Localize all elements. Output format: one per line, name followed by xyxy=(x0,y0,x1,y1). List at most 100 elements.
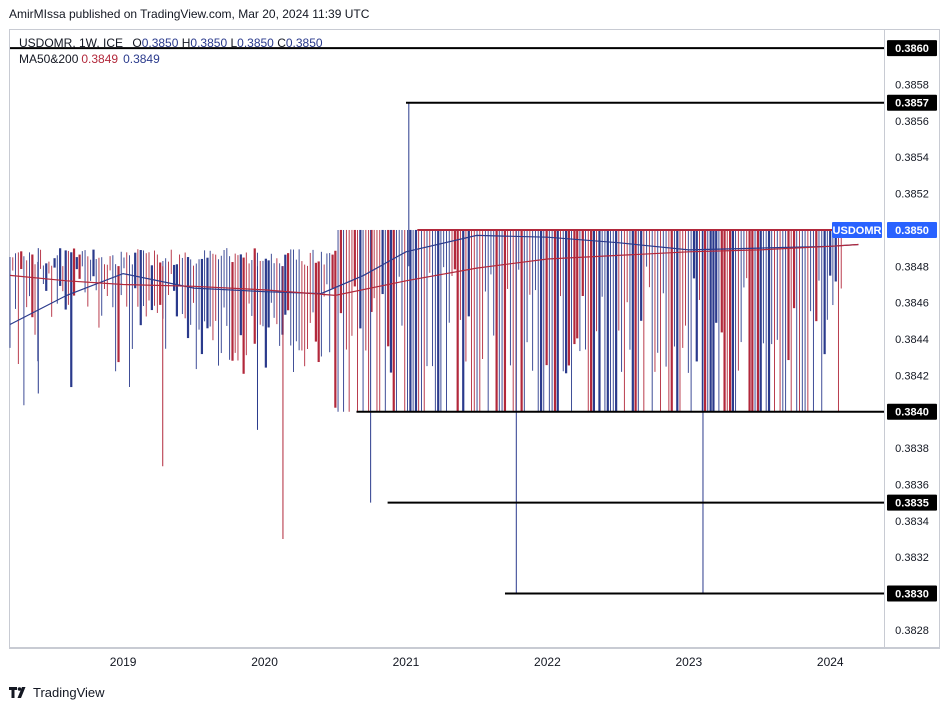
candle xyxy=(565,229,568,374)
candle xyxy=(640,229,643,321)
ohlc-legend: USDOMR, 1W, ICE O0.3850 H0.3850 L0.3850 … xyxy=(19,36,323,50)
candle xyxy=(206,257,209,329)
ma-legend[interactable]: MA50&200 0.3849 0.3849 xyxy=(19,52,160,66)
candle xyxy=(634,229,637,412)
candle xyxy=(692,229,696,279)
candle xyxy=(581,229,584,296)
candle xyxy=(723,229,726,412)
time-tick-label: 2022 xyxy=(534,655,561,669)
price-tick-label: 0.3854 xyxy=(895,152,929,164)
candle xyxy=(353,229,356,287)
high-value: 0.3850 xyxy=(190,36,228,50)
candle xyxy=(759,229,762,412)
close-label: C xyxy=(277,36,286,50)
candle xyxy=(173,264,176,291)
candle xyxy=(676,229,679,412)
price-axis: 0.3828 0.3832 0.3834 0.3836 0.3838 0.3842 0.38… xyxy=(895,80,929,637)
time-tick-label: 2020 xyxy=(251,655,278,669)
level-price-tag-label: 0.3860 xyxy=(895,43,929,55)
candle xyxy=(670,229,673,412)
time-axis: 2019 2020 2021 2022 2023 2024 xyxy=(110,655,844,669)
candle xyxy=(453,229,456,270)
candle xyxy=(264,258,267,368)
candle xyxy=(392,229,395,412)
candle xyxy=(709,229,712,412)
ma200-value: 0.3849 xyxy=(123,52,160,66)
candle xyxy=(767,229,771,412)
candle xyxy=(284,254,287,315)
candle xyxy=(31,254,34,318)
candle xyxy=(70,252,73,388)
candle xyxy=(314,262,317,342)
candle xyxy=(134,252,137,289)
level-price-tag-label: 0.3835 xyxy=(895,498,929,510)
candle xyxy=(715,229,718,323)
candle xyxy=(503,229,507,412)
candle xyxy=(748,229,751,412)
candle xyxy=(175,264,178,317)
candle xyxy=(437,229,440,412)
candle xyxy=(117,266,120,363)
price-tick-label: 0.3844 xyxy=(895,334,929,346)
price-tick-label: 0.3856 xyxy=(895,116,929,128)
wick-spikes-group xyxy=(37,102,704,594)
candle xyxy=(823,229,826,355)
symbol-tag-label: USDOMR xyxy=(833,225,882,237)
candle xyxy=(359,229,362,329)
candle xyxy=(150,265,153,311)
candle xyxy=(72,248,76,296)
candle xyxy=(615,229,618,412)
symbol-line[interactable]: USDOMR, 1W, ICE xyxy=(19,36,124,50)
candle xyxy=(75,257,78,270)
time-tick-label: 2023 xyxy=(675,655,702,669)
level-price-tag-label: 0.3830 xyxy=(895,588,929,600)
candle xyxy=(53,258,56,268)
candle xyxy=(592,229,595,412)
low-value: 0.3850 xyxy=(237,36,274,50)
time-tick-label: 2021 xyxy=(393,655,420,669)
level-price-tag xyxy=(887,585,937,602)
plot-border xyxy=(9,29,940,648)
ma200-line xyxy=(9,243,859,297)
candle xyxy=(59,248,62,286)
candle xyxy=(590,229,593,412)
candle xyxy=(139,250,142,326)
footer-brand: TradingView xyxy=(33,685,105,700)
candle xyxy=(414,229,418,412)
price-tags-group: 0.3860 0.3857 0.3840 0.3835 0.3830 0.3850 USDO… xyxy=(832,40,937,602)
price-tick-label: 0.3852 xyxy=(895,189,929,201)
moving-averages-group xyxy=(9,234,859,326)
candle xyxy=(631,229,634,412)
candle xyxy=(520,229,523,412)
level-price-tag xyxy=(887,94,937,111)
candle xyxy=(792,229,796,309)
candle xyxy=(787,229,790,361)
price-tick-label: 0.3846 xyxy=(895,298,929,310)
candle xyxy=(78,254,81,279)
candle xyxy=(576,229,579,339)
candle xyxy=(339,229,343,314)
candle xyxy=(334,250,337,408)
candle xyxy=(239,254,242,336)
candle xyxy=(64,250,67,310)
candle xyxy=(567,229,570,366)
candle xyxy=(456,229,459,412)
symbol-tag xyxy=(832,221,882,238)
candle xyxy=(598,229,601,412)
candle xyxy=(553,229,557,412)
price-tick-label: 0.3838 xyxy=(895,443,929,455)
candle xyxy=(720,229,723,333)
level-price-tag xyxy=(887,494,937,511)
tradingview-footer[interactable]: TradingView xyxy=(9,685,105,700)
candle xyxy=(756,229,760,412)
close-value: 0.3850 xyxy=(285,36,323,50)
candle xyxy=(159,262,162,305)
last-price-tag xyxy=(887,221,937,238)
candles-group xyxy=(9,229,842,412)
candle xyxy=(200,258,204,355)
price-tick-label: 0.3836 xyxy=(895,479,929,491)
candle xyxy=(317,261,320,363)
candle xyxy=(331,254,334,289)
candle xyxy=(834,229,837,282)
